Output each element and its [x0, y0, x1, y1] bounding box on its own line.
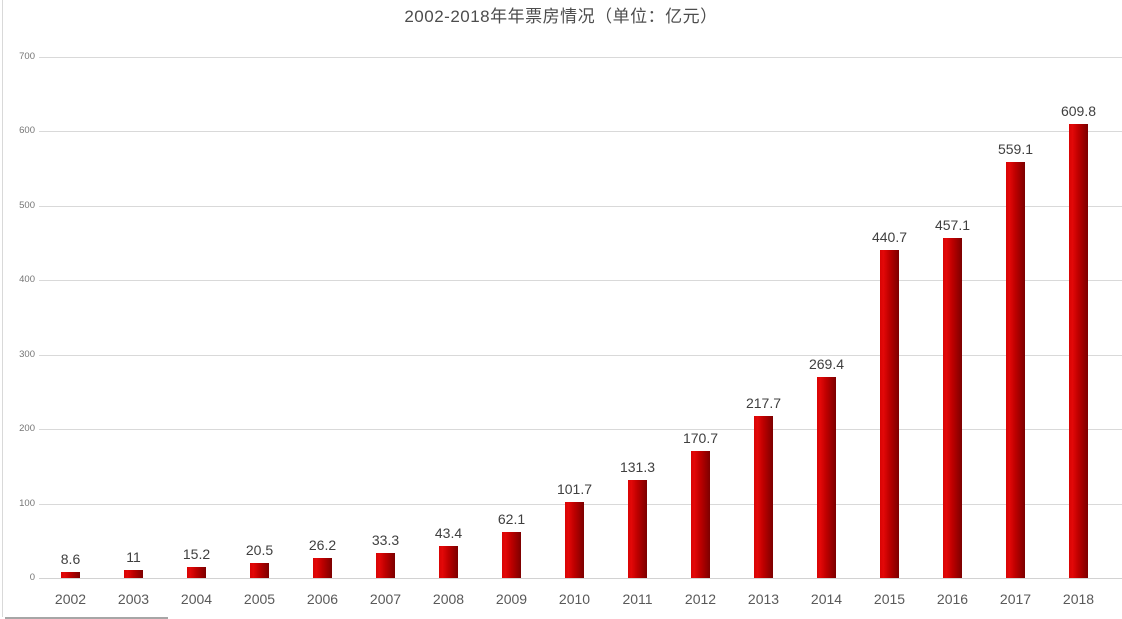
- bar-2009: [502, 531, 521, 578]
- gridline: [39, 429, 1122, 430]
- x-axis-tick-label: 2014: [810, 591, 843, 607]
- bar-value-label: 559.1: [997, 140, 1034, 157]
- bar-value-label: 101.7: [556, 481, 593, 498]
- y-axis-tick-label: 600: [19, 125, 35, 136]
- bar-2014: [817, 377, 836, 578]
- y-axis-tick-label: 700: [19, 51, 35, 62]
- bar-value-label: 20.5: [245, 541, 274, 558]
- bar-value-label: 170.7: [682, 429, 719, 446]
- bar-2018: [1069, 124, 1088, 578]
- bar-value-label: 269.4: [808, 356, 845, 373]
- bar-2008: [439, 545, 458, 578]
- x-axis-tick-label: 2018: [1062, 591, 1095, 607]
- bar-value-label: 33.3: [371, 532, 400, 549]
- x-axis-tick-label: 2011: [622, 591, 653, 607]
- x-axis-tick-label: 2010: [558, 591, 591, 607]
- y-axis-tick-label: 400: [19, 274, 35, 285]
- bar-value-label: 609.8: [1060, 103, 1097, 120]
- bar-value-label: 43.4: [434, 524, 463, 541]
- bar-2017: [1006, 161, 1025, 578]
- left-border-line: [2, 0, 3, 617]
- y-axis-tick-label: 300: [19, 349, 35, 360]
- bar-value-label: 457.1: [934, 216, 971, 233]
- gridline: [39, 280, 1122, 281]
- x-axis-tick-label: 2004: [180, 591, 213, 607]
- bar-2011: [628, 480, 647, 578]
- gridline: [39, 131, 1122, 132]
- gridline: [39, 206, 1122, 207]
- bar-2010: [565, 502, 584, 578]
- x-axis-tick-label: 2017: [999, 591, 1032, 607]
- y-axis-tick-label: 200: [19, 423, 35, 434]
- bar-value-label: 15.2: [182, 545, 211, 562]
- bar-2016: [943, 237, 962, 578]
- gridline: [39, 355, 1122, 356]
- y-axis-tick-label: 0: [29, 572, 35, 583]
- y-axis-tick-label: 100: [19, 498, 35, 509]
- bar-2004: [187, 566, 206, 578]
- bar-2006: [313, 558, 332, 578]
- x-axis-tick-label: 2005: [243, 591, 276, 607]
- x-axis-tick-label: 2016: [936, 591, 969, 607]
- bar-value-label: 131.3: [619, 459, 656, 476]
- bar-value-label: 62.1: [497, 510, 526, 527]
- bar-2005: [250, 562, 269, 578]
- bar-value-label: 8.6: [60, 550, 81, 567]
- bar-value-label: 440.7: [871, 228, 908, 245]
- x-axis-tick-label: 2003: [117, 591, 150, 607]
- y-axis-tick-label: 500: [19, 200, 35, 211]
- x-axis-tick-label: 2007: [369, 591, 402, 607]
- bar-2015: [880, 249, 899, 578]
- chart-title: 2002-2018年年票房情况（单位：亿元）: [404, 7, 718, 26]
- bar-2002: [61, 571, 80, 578]
- x-axis-tick-label: 2015: [873, 591, 906, 607]
- x-axis-line: [39, 578, 1122, 579]
- bar-2012: [691, 450, 710, 578]
- bar-2013: [754, 415, 773, 578]
- x-axis-tick-label: 2006: [306, 591, 339, 607]
- bar-value-label: 26.2: [308, 537, 337, 554]
- bar-2007: [376, 553, 395, 578]
- bar-2003: [124, 569, 143, 578]
- gridline: [39, 57, 1122, 58]
- bottom-edge-line: [5, 617, 168, 619]
- x-axis-tick-label: 2012: [684, 591, 717, 607]
- x-axis-tick-label: 2009: [495, 591, 528, 607]
- bar-value-label: 11: [126, 548, 141, 565]
- bar-value-label: 217.7: [745, 394, 782, 411]
- x-axis-tick-label: 2008: [432, 591, 465, 607]
- x-axis-tick-label: 2013: [747, 591, 780, 607]
- x-axis-tick-label: 2002: [54, 591, 87, 607]
